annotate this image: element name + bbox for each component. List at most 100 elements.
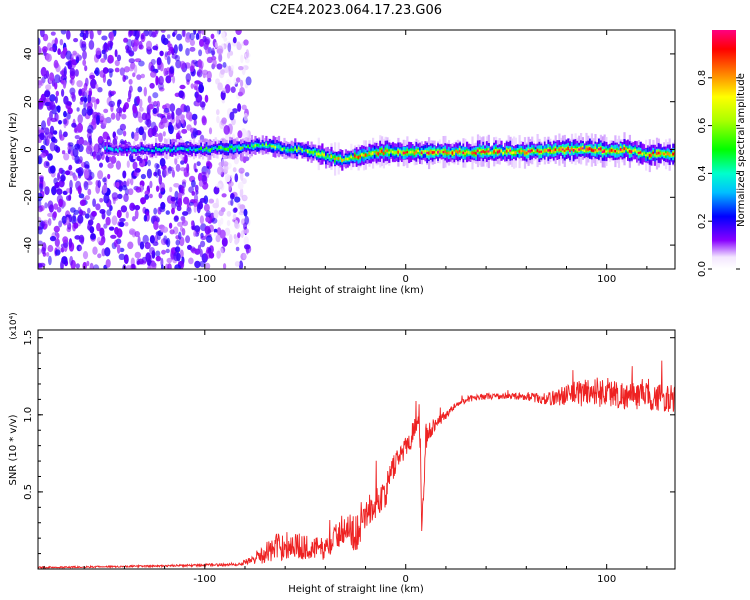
signal-cell xyxy=(654,154,657,157)
signal-cell xyxy=(558,148,561,151)
signal-cell xyxy=(212,146,216,150)
noise-speckle xyxy=(99,198,104,203)
spectrogram-ylabel: Frequency (Hz) xyxy=(8,112,19,188)
signal-column xyxy=(534,144,537,160)
noise-speckle xyxy=(147,127,154,138)
signal-column xyxy=(187,143,190,157)
noise-speckle xyxy=(111,90,116,95)
signal-column xyxy=(129,144,132,154)
noise-speckle xyxy=(170,196,176,202)
noise-speckle xyxy=(148,103,154,110)
signal-cell xyxy=(422,150,425,154)
noise-speckle xyxy=(243,39,249,46)
signal-cell xyxy=(238,146,241,150)
noise-speckle xyxy=(54,74,61,84)
signal-column xyxy=(435,146,438,159)
noise-speckle xyxy=(135,186,142,193)
noise-speckle xyxy=(191,179,196,188)
noise-speckle xyxy=(193,225,201,233)
signal-column xyxy=(335,151,339,166)
signal-column xyxy=(153,144,156,158)
signal-column xyxy=(603,134,606,168)
noise-speckle xyxy=(185,235,191,244)
noise-speckle xyxy=(87,188,92,196)
noise-speckle xyxy=(223,263,227,269)
noise-speckle xyxy=(69,255,74,266)
signal-cell xyxy=(390,149,393,153)
signal-cell xyxy=(551,149,554,154)
noise-speckle xyxy=(49,235,57,242)
noise-speckle xyxy=(139,241,145,250)
noise-speckle xyxy=(66,101,72,106)
noise-speckle xyxy=(38,205,43,213)
noise-speckle xyxy=(176,33,183,41)
signal-cell xyxy=(299,147,302,150)
snr-ytick-label: 1.5 xyxy=(23,330,34,346)
noise-speckle xyxy=(222,161,229,167)
signal-cell xyxy=(574,148,577,151)
signal-column xyxy=(343,153,346,167)
noise-speckle xyxy=(232,108,238,114)
signal-cell xyxy=(265,143,268,147)
signal-cell xyxy=(397,150,400,154)
signal-column xyxy=(489,146,492,160)
signal-cell xyxy=(449,151,452,155)
signal-cell xyxy=(482,150,485,153)
noise-speckle xyxy=(119,218,126,222)
signal-cell xyxy=(263,145,266,148)
spectrogram-xtick-label: 100 xyxy=(597,274,616,285)
signal-cell xyxy=(368,152,371,155)
noise-speckle xyxy=(165,210,170,215)
signal-column xyxy=(567,138,570,159)
signal-column xyxy=(135,145,138,157)
noise-speckle xyxy=(140,173,146,180)
noise-speckle xyxy=(47,212,54,218)
signal-column xyxy=(507,135,510,166)
noise-speckle xyxy=(69,67,76,77)
signal-cell xyxy=(111,148,114,152)
signal-column xyxy=(183,142,187,155)
noise-speckle xyxy=(232,213,237,221)
signal-column xyxy=(301,142,304,159)
noise-speckle xyxy=(124,221,129,227)
noise-speckle xyxy=(68,194,72,201)
signal-cell xyxy=(652,151,655,155)
signal-cell xyxy=(283,147,286,151)
noise-speckle xyxy=(159,50,164,57)
signal-column xyxy=(650,144,653,166)
noise-speckle xyxy=(215,30,220,38)
noise-speckle xyxy=(197,172,203,182)
signal-cell xyxy=(648,154,651,158)
noise-speckle xyxy=(102,67,109,74)
signal-cell xyxy=(496,150,500,154)
signal-cell xyxy=(393,151,396,155)
noise-speckle xyxy=(72,52,80,57)
noise-speckle xyxy=(40,66,47,77)
noise-speckle xyxy=(181,30,186,37)
noise-speckle xyxy=(95,47,102,56)
signal-column xyxy=(245,137,248,157)
noise-speckle xyxy=(195,33,200,40)
noise-speckle xyxy=(221,193,227,198)
signal-column xyxy=(111,143,114,156)
noise-speckle xyxy=(159,157,166,167)
signal-cell xyxy=(411,150,415,154)
noise-speckle xyxy=(179,60,186,70)
noise-speckle xyxy=(68,214,73,223)
noise-speckle xyxy=(145,252,151,263)
signal-cell xyxy=(628,150,632,153)
noise-speckle xyxy=(242,195,248,201)
signal-column xyxy=(495,136,498,165)
signal-cell xyxy=(232,148,235,151)
noise-speckle xyxy=(87,124,94,134)
signal-column xyxy=(628,134,632,168)
signal-cell xyxy=(131,149,134,153)
signal-cell xyxy=(198,148,201,151)
noise-speckle xyxy=(73,209,80,215)
signal-column xyxy=(623,132,626,166)
signal-cell xyxy=(549,149,552,152)
noise-speckle xyxy=(56,105,61,113)
noise-speckle xyxy=(178,43,183,52)
noise-speckle xyxy=(199,260,206,268)
signal-column xyxy=(357,144,360,171)
